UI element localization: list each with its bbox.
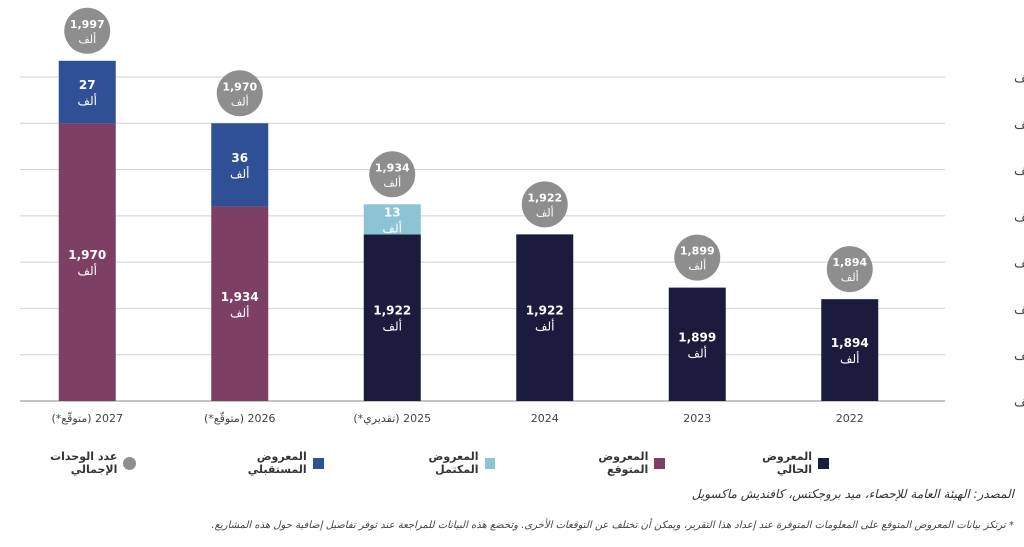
stacked-bar-chart: 1,850 ألف 1,870 ألف 1,890 ألف 1,910 ألف 1,93…	[20, 7, 1024, 425]
y-tick-label: 1,850 ألف	[1014, 393, 1024, 410]
legend-label: المعروض المستقبلي	[247, 450, 307, 476]
y-tick-label: 1,990 ألف	[1014, 69, 1024, 86]
bar-value-label: 36	[231, 151, 248, 165]
legend: المعروض الحالي المعروض المتوقع المعروض ا…	[0, 450, 829, 476]
legend-swatch	[484, 457, 496, 469]
bar-segment	[363, 204, 421, 235]
legend-swatch	[312, 457, 324, 469]
total-marker	[216, 70, 263, 117]
bar-segment	[211, 206, 269, 401]
bar-value-label: 1,922	[373, 304, 411, 318]
total-marker	[521, 181, 568, 228]
y-tick-label: 1,890 ألف	[1014, 300, 1024, 317]
total-value-label: 1,899	[680, 245, 715, 258]
legend-swatch	[123, 456, 137, 470]
total-unit-label: ألف	[383, 175, 401, 189]
total-unit-label: ألف	[688, 259, 706, 273]
bar-segment	[211, 123, 269, 207]
source-text: المصدر: الهيئة العامة للإحصاء، ميد بروجك…	[691, 487, 1014, 501]
x-tick-label: 2024	[531, 412, 559, 425]
bar-value-label: 13	[384, 205, 401, 219]
bar-value-label: 1,970	[68, 248, 106, 262]
bar-unit-label: ألف	[688, 345, 707, 360]
x-tick-label: 2022	[836, 412, 864, 425]
legend-label: المعروض المتوقع	[598, 450, 649, 476]
total-unit-label: ألف	[536, 205, 554, 219]
legend-item-expected: المعروض المتوقع	[553, 450, 666, 476]
bar-unit-label: ألف	[78, 93, 97, 108]
x-tick-label: 2027 (متوقّع*)	[51, 411, 123, 425]
bar-unit-label: ألف	[535, 319, 554, 334]
bar-value-label: 27	[79, 78, 96, 92]
legend-label: المعروض الحالي	[762, 450, 813, 476]
total-marker	[674, 234, 721, 281]
x-tick-label: 2026 (متوقّع*)	[204, 411, 276, 425]
bar-unit-label: ألف	[383, 220, 402, 235]
bar-value-label: 1,934	[221, 290, 259, 304]
total-value-label: 1,970	[222, 80, 257, 93]
bar-segment	[363, 234, 421, 401]
legend-label: المعروض المكتمل	[428, 450, 479, 476]
bar-value-label: 1,894	[831, 336, 869, 350]
total-marker	[64, 7, 111, 54]
legend-item-current: المعروض الحالي	[723, 450, 829, 476]
legend-swatch	[654, 457, 666, 469]
legend-item-completed: المعروض المكتمل	[382, 450, 496, 476]
y-tick-label: 1,910 ألف	[1014, 254, 1024, 271]
total-unit-label: ألف	[78, 32, 96, 46]
total-marker	[369, 151, 416, 198]
bar-unit-label: ألف	[78, 263, 97, 278]
legend-swatch	[818, 457, 829, 469]
y-tick-label: 1,970 ألف	[1014, 115, 1024, 132]
bar-segment	[516, 234, 574, 401]
bar-unit-label: ألف	[383, 319, 402, 334]
total-value-label: 1,997	[70, 18, 105, 31]
bar-segment	[58, 123, 116, 402]
y-tick-label: 1,870 ألف	[1014, 347, 1024, 364]
legend-item-total: عدد الوحدات الإجمالي	[0, 450, 137, 476]
total-value-label: 1,934	[375, 161, 410, 174]
legend-label: عدد الوحدات الإجمالي	[50, 450, 118, 476]
total-value-label: 1,894	[832, 256, 867, 269]
legend-item-future: المعروض المستقبلي	[194, 450, 324, 476]
bar-value-label: 1,899	[678, 330, 716, 344]
y-tick-label: 1,950 ألف	[1014, 162, 1024, 179]
bar-unit-label: ألف	[230, 305, 249, 320]
total-unit-label: ألف	[231, 94, 249, 108]
bar-unit-label: ألف	[840, 351, 859, 366]
footnote-text: * ترتكز بيانات المعروض المتوقع على المعل…	[211, 520, 1014, 531]
bar-segment	[668, 287, 726, 401]
x-tick-label: 2023	[683, 412, 711, 425]
total-value-label: 1,922	[527, 191, 562, 204]
bar-segment	[58, 60, 116, 124]
bar-value-label: 1,922	[526, 304, 564, 318]
total-marker	[826, 246, 873, 293]
x-tick-label: 2025 (تقديري*)	[353, 412, 431, 425]
bar-segment	[821, 299, 879, 401]
total-unit-label: ألف	[841, 270, 859, 284]
y-tick-label: 1,930 ألف	[1014, 208, 1024, 225]
bar-unit-label: ألف	[230, 166, 249, 181]
